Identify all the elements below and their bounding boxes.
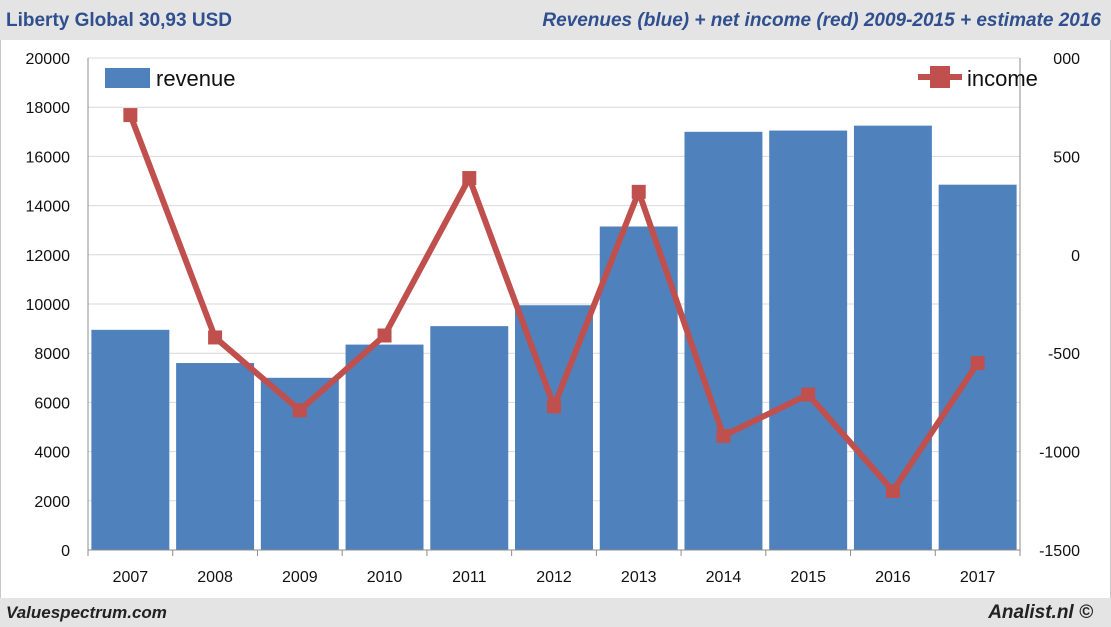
- chart-subtitle: Revenues (blue) + net income (red) 2009-…: [542, 10, 1101, 31]
- x-tick-label: 2016: [875, 569, 911, 586]
- x-tick-label: 2012: [536, 569, 572, 586]
- x-tick-label: 2013: [621, 569, 657, 586]
- x-tick-label: 2008: [197, 569, 233, 586]
- combo-chart: 0 2000 4000 6000 8000 10000 12000 14000 16000 180…: [26, 51, 1081, 586]
- income-marker: [123, 108, 138, 123]
- revenue-bar: [176, 363, 255, 550]
- revenue-bar: [345, 344, 424, 550]
- income-marker: [801, 387, 816, 402]
- x-tick-label: 2015: [790, 569, 826, 586]
- x-tick-label: 2017: [960, 569, 996, 586]
- source-credit: Valuespectrum.com: [6, 603, 167, 622]
- income-marker: [462, 171, 477, 186]
- x-tick-label: 2014: [706, 569, 742, 586]
- y-left-tick-label: 16000: [26, 149, 71, 166]
- revenue-bar: [684, 131, 763, 551]
- revenue-bar: [769, 130, 848, 550]
- x-tick-label: 2007: [113, 569, 149, 586]
- chart-header: Liberty Global 30,93 USD Revenues (blue)…: [0, 0, 1111, 40]
- revenue-bar: [599, 226, 678, 550]
- income-marker: [970, 356, 985, 371]
- legend-income-marker: [930, 66, 950, 88]
- revenue-bar: [853, 125, 932, 551]
- y-left-tick-label: 2000: [34, 494, 70, 511]
- y-left-tick-label: 18000: [26, 100, 71, 117]
- y-right-tick-label: -1500: [1039, 543, 1080, 560]
- x-tick-label: 2009: [282, 569, 318, 586]
- x-tick-label: 2010: [367, 569, 403, 586]
- copyright-credit: Analist.nl ©: [988, 602, 1093, 623]
- stock-title: Liberty Global 30,93 USD: [6, 10, 232, 31]
- legend-revenue-label: revenue: [156, 66, 236, 91]
- y-right-tick-label: 000: [1053, 51, 1080, 68]
- y-left-tick-label: 14000: [26, 199, 71, 216]
- income-marker: [377, 328, 392, 343]
- y-left-tick-label: 20000: [26, 51, 71, 68]
- y-right-tick-label: 0: [1071, 248, 1080, 265]
- income-marker: [292, 403, 307, 418]
- income-marker: [716, 428, 731, 443]
- income-marker: [547, 399, 561, 414]
- income-marker: [631, 184, 646, 199]
- y-left-tick-label: 0: [61, 543, 70, 560]
- x-tick-label: 2011: [452, 569, 487, 586]
- y-left-tick-label: 6000: [34, 395, 70, 412]
- y-right-tick-label: 500: [1053, 149, 1080, 166]
- y-right-tick-label: -500: [1048, 346, 1080, 363]
- y-left-tick-label: 12000: [26, 248, 71, 265]
- income-marker: [208, 330, 223, 345]
- legend-revenue-swatch: [105, 68, 150, 88]
- legend-income-label: income: [967, 66, 1038, 91]
- revenue-bar: [430, 326, 509, 550]
- income-marker: [885, 483, 900, 498]
- y-right-tick-label: -1000: [1039, 445, 1080, 462]
- y-left-tick-label: 8000: [34, 346, 70, 363]
- y-left-tick-label: 4000: [34, 445, 70, 462]
- revenue-bar: [91, 329, 170, 550]
- y-left-tick-label: 10000: [26, 297, 71, 314]
- chart-footer: Valuespectrum.com Analist.nl ©: [0, 598, 1111, 627]
